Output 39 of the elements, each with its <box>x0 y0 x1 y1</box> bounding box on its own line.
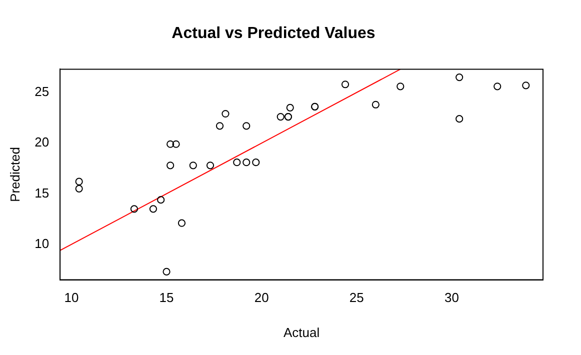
point <box>456 115 464 123</box>
y-tick-label: 15 <box>34 185 50 200</box>
point <box>166 162 174 170</box>
point <box>216 122 224 130</box>
point <box>75 178 83 186</box>
x-axis-title: Actual <box>283 324 320 340</box>
x-tick-label: 20 <box>254 290 269 306</box>
point <box>222 110 230 118</box>
point <box>206 162 214 170</box>
y-tick-label: 10 <box>34 236 50 251</box>
point <box>286 104 294 112</box>
y-tick-label: 20 <box>34 134 50 150</box>
x-tick-label: 25 <box>349 290 364 306</box>
point <box>178 219 186 227</box>
point <box>233 158 241 166</box>
x-tick-label: 10 <box>64 290 79 306</box>
point <box>372 100 380 108</box>
point <box>276 112 284 121</box>
y-axis-title: Predicted <box>7 147 22 202</box>
point <box>149 205 158 213</box>
point <box>252 158 260 166</box>
point <box>522 82 530 90</box>
y-tick-label: 25 <box>34 84 50 100</box>
point <box>75 184 83 192</box>
point <box>242 122 250 130</box>
point <box>189 162 197 170</box>
x-tick-label: 15 <box>159 290 174 306</box>
point <box>396 82 404 90</box>
x-tick-label: 30 <box>444 290 459 306</box>
point <box>456 74 464 82</box>
point <box>157 196 165 204</box>
point <box>130 205 138 213</box>
point <box>162 268 170 276</box>
point <box>172 140 180 148</box>
point <box>494 82 502 90</box>
point <box>166 140 174 148</box>
point <box>341 80 350 88</box>
point <box>242 158 250 166</box>
chart-title: Actual vs Predicted Values <box>172 25 376 42</box>
